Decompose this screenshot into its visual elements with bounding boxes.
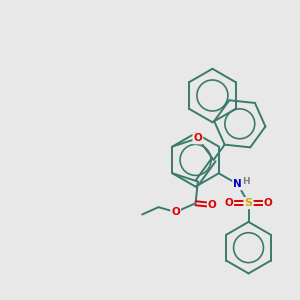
Text: O: O xyxy=(194,133,202,143)
Text: O: O xyxy=(171,207,180,217)
Text: O: O xyxy=(264,198,273,208)
Text: N: N xyxy=(233,179,242,189)
Text: H: H xyxy=(242,177,249,186)
Text: O: O xyxy=(208,200,217,210)
Text: S: S xyxy=(244,198,253,208)
Text: O: O xyxy=(224,198,233,208)
